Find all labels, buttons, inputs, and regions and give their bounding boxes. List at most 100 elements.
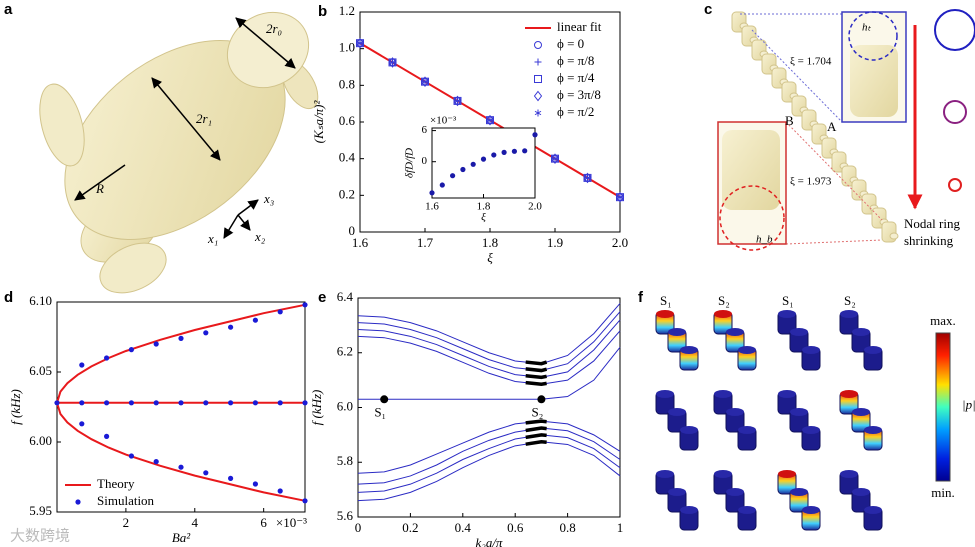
field-cap [778, 470, 796, 478]
field-cap [802, 426, 820, 434]
data-line [56, 402, 306, 502]
data-point [439, 182, 445, 188]
data-point [54, 400, 60, 406]
axis-label: x₂ [254, 229, 266, 244]
data-point [153, 341, 159, 347]
field-cap [656, 470, 674, 478]
legend-label: ϕ = π/8 [557, 53, 594, 68]
y-tick-label: 1.2 [339, 3, 355, 18]
field-cap [668, 328, 686, 336]
x-exponent: ×10⁻³ [276, 515, 307, 530]
field-cap [778, 390, 796, 398]
y-tick-label: 6.10 [29, 293, 52, 308]
data-line [357, 441, 621, 502]
panel-label: b [318, 3, 327, 20]
data-point [356, 39, 364, 47]
field-cap [680, 346, 698, 354]
column-label: S₁ [660, 293, 672, 308]
data-point [178, 400, 184, 406]
y-tick-label: 6.00 [29, 433, 52, 448]
y-axis-label: f (kHz) [8, 389, 23, 425]
x-tick-label: 1.8 [477, 201, 491, 213]
y-tick-label: 6.4 [337, 289, 354, 304]
data-point [228, 475, 234, 481]
data-point [616, 193, 624, 201]
field-cap [738, 506, 756, 514]
data-point [153, 400, 159, 406]
y-axis-label: (Kₛa/π)² [311, 100, 326, 144]
panel-label: a [4, 1, 13, 18]
legend-label: ϕ = π/2 [557, 104, 594, 119]
data-point [252, 400, 258, 406]
field-cap [726, 328, 744, 336]
plot-frame [357, 297, 621, 518]
field-cap [656, 310, 674, 318]
data-point [454, 97, 461, 105]
data-point [532, 132, 538, 138]
panel-label: f [638, 289, 644, 306]
data-line [357, 330, 621, 385]
data-point [534, 58, 542, 66]
data-point [450, 173, 456, 179]
watermark: 大数跨境 [10, 527, 70, 545]
y-axis-label: δfD/fD [404, 148, 416, 178]
data-line [357, 319, 621, 378]
field-cap [680, 506, 698, 514]
field-cap [864, 506, 882, 514]
data-point [203, 400, 209, 406]
data-point [153, 459, 159, 465]
x-tick-label: 1.6 [352, 235, 369, 250]
panel-label: d [4, 289, 13, 306]
data-point [491, 152, 497, 158]
x-axis-label: k₂a/π [476, 535, 503, 547]
field-cap [726, 408, 744, 416]
zoom-boxes [717, 9, 975, 251]
field-cap [668, 408, 686, 416]
y-exponent: ×10⁻³ [430, 115, 457, 127]
x-axis-label: Ba² [172, 530, 191, 545]
y-tick-label: 6.0 [337, 398, 353, 413]
data-line [56, 303, 306, 404]
field-cap [778, 310, 796, 318]
data-point [104, 355, 110, 361]
data-line [357, 303, 621, 365]
x-tick-label: 1.8 [482, 235, 498, 250]
highlight-segment [525, 426, 547, 433]
y-tick-label: 5.6 [337, 508, 354, 523]
waveguide-chain [731, 11, 899, 243]
data-point [486, 116, 494, 124]
data-point [501, 149, 507, 155]
y-tick-label: 5.95 [29, 503, 52, 518]
field-cap [738, 346, 756, 354]
data-point [389, 58, 396, 66]
field-cap [840, 470, 858, 478]
field-cap [656, 390, 674, 398]
data-point [178, 335, 184, 341]
x-tick-label: 1.9 [547, 235, 563, 250]
dimension-label: R [95, 181, 104, 196]
point-label: A [827, 119, 837, 134]
data-point [533, 90, 543, 102]
unit-cell-illustration [39, 11, 319, 294]
field-cap [790, 408, 808, 416]
colorbar-label: |p| [962, 397, 975, 412]
field-cap [668, 488, 686, 496]
x-tick-label: 6 [260, 515, 267, 530]
field-cap [790, 488, 808, 496]
data-point [277, 309, 283, 315]
data-line [357, 420, 621, 474]
dimension-arrows [74, 17, 296, 239]
highlight-segment [525, 374, 547, 380]
data-point [128, 453, 134, 459]
x-tick-label: 1.7 [417, 235, 434, 250]
data-point [534, 41, 542, 49]
y-tick-label: 6.05 [29, 363, 52, 378]
highlight-segment [525, 360, 548, 366]
highlight-segment [525, 367, 548, 373]
highlight-segment [525, 433, 547, 440]
field-cap [802, 506, 820, 514]
field-maps [655, 310, 883, 531]
data-point [75, 499, 81, 505]
data-point [252, 481, 258, 487]
dimension-label: 2r₀ [266, 21, 282, 36]
